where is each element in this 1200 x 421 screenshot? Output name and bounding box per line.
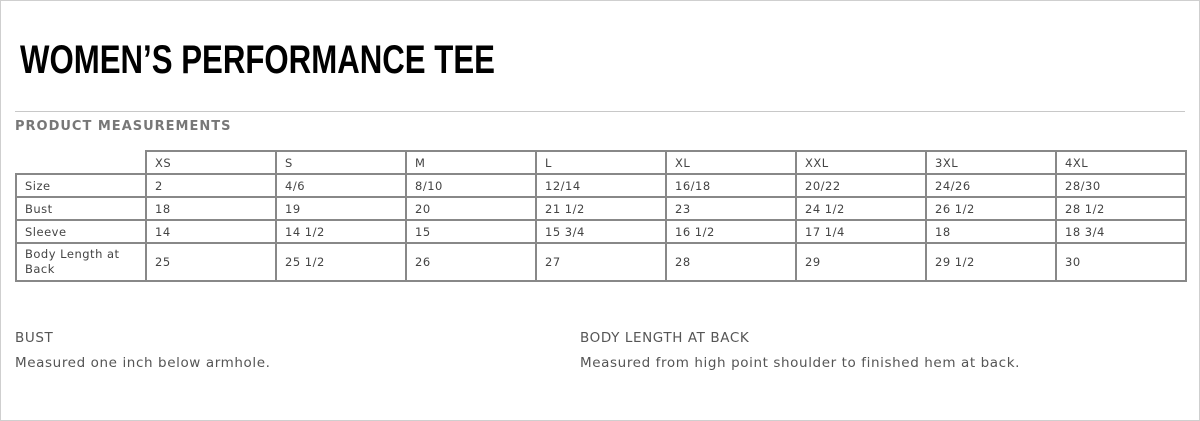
- table-cell: 29: [795, 242, 927, 282]
- column-header: XXL: [795, 150, 927, 175]
- table-cell: 12/14: [535, 173, 667, 198]
- table-row: Bust 18 19 20 21 1/2 23 24 1/2 26 1/2 28 1/2: [15, 196, 1187, 221]
- table-cell: 28 1/2: [1055, 196, 1187, 221]
- note-heading-body-length: BODY LENGTH AT BACK: [580, 330, 750, 346]
- row-label: Body Length at Back: [15, 242, 147, 282]
- table-cell: 14: [145, 219, 277, 244]
- corner-cell: [16, 151, 147, 175]
- table-cell: 16/18: [665, 173, 797, 198]
- row-label: Sleeve: [15, 219, 147, 244]
- table-cell: 19: [275, 196, 407, 221]
- table-row: Size 2 4/6 8/10 12/14 16/18 20/22 24/26 28/30: [15, 173, 1187, 198]
- table-cell: 18 3/4: [1055, 219, 1187, 244]
- column-header: S: [275, 150, 407, 175]
- table-cell: 2: [145, 173, 277, 198]
- divider: [15, 111, 1185, 112]
- table-cell: 26: [405, 242, 537, 282]
- table-cell: 27: [535, 242, 667, 282]
- table-cell: 23: [665, 196, 797, 221]
- row-label: Size: [15, 173, 147, 198]
- table-cell: 30: [1055, 242, 1187, 282]
- table-cell: 16 1/2: [665, 219, 797, 244]
- table-row: Body Length at Back 25 25 1/2 26 27 28 29 29 1/…: [15, 242, 1187, 282]
- table-cell: 26 1/2: [925, 196, 1057, 221]
- table-cell: 29 1/2: [925, 242, 1057, 282]
- table-cell: 24 1/2: [795, 196, 927, 221]
- table-cell: 17 1/4: [795, 219, 927, 244]
- measurements-table: XS S M L XL XXL 3XL 4XL Size 2 4/6 8/10 12/14 16/18 20…: [15, 150, 1187, 282]
- header-row: XS S M L XL XXL 3XL 4XL: [16, 150, 1187, 175]
- table-cell: 20: [405, 196, 537, 221]
- column-header: 4XL: [1055, 150, 1187, 175]
- column-header: M: [405, 150, 537, 175]
- column-header: XL: [665, 150, 797, 175]
- table-cell: 15 3/4: [535, 219, 667, 244]
- column-header: XS: [145, 150, 277, 175]
- page-title: WOMEN’S PERFORMANCE TEE: [20, 38, 495, 82]
- table-cell: 25: [145, 242, 277, 282]
- table-cell: 21 1/2: [535, 196, 667, 221]
- table-cell: 28/30: [1055, 173, 1187, 198]
- table-cell: 18: [145, 196, 277, 221]
- column-header: L: [535, 150, 667, 175]
- row-label: Bust: [15, 196, 147, 221]
- table-cell: 14 1/2: [275, 219, 407, 244]
- table-cell: 24/26: [925, 173, 1057, 198]
- table-cell: 20/22: [795, 173, 927, 198]
- note-heading-bust: BUST: [15, 330, 54, 346]
- note-text-bust: Measured one inch below armhole.: [15, 355, 271, 371]
- table-cell: 15: [405, 219, 537, 244]
- table-cell: 25 1/2: [275, 242, 407, 282]
- table-cell: 18: [925, 219, 1057, 244]
- table-cell: 8/10: [405, 173, 537, 198]
- table-cell: 28: [665, 242, 797, 282]
- note-text-body-length: Measured from high point shoulder to fin…: [580, 355, 1021, 371]
- section-heading: PRODUCT MEASUREMENTS: [15, 119, 232, 134]
- table-cell: 4/6: [275, 173, 407, 198]
- table-row: Sleeve 14 14 1/2 15 15 3/4 16 1/2 17 1/4 18 18 3…: [15, 219, 1187, 244]
- column-header: 3XL: [925, 150, 1057, 175]
